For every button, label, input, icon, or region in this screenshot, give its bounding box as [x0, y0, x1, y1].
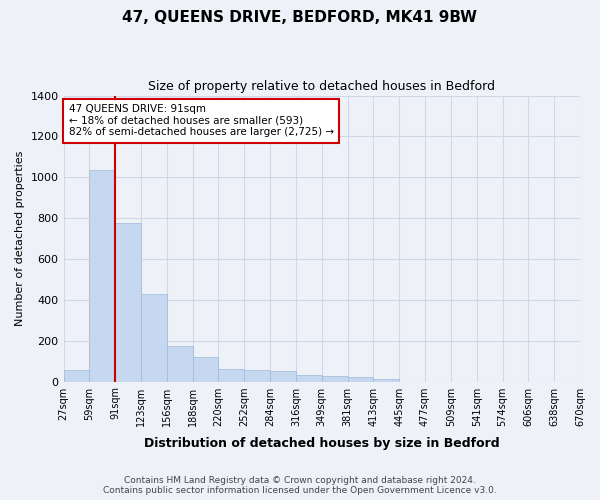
Bar: [141, 294, 167, 382]
Bar: [373, 380, 399, 382]
Bar: [270, 372, 296, 382]
Bar: [193, 357, 218, 382]
Bar: [115, 223, 141, 382]
Bar: [167, 346, 193, 382]
Bar: [64, 370, 89, 382]
Bar: [322, 376, 347, 382]
Bar: [218, 370, 244, 382]
Text: 47, QUEENS DRIVE, BEDFORD, MK41 9BW: 47, QUEENS DRIVE, BEDFORD, MK41 9BW: [122, 10, 478, 25]
Bar: [244, 370, 270, 382]
Title: Size of property relative to detached houses in Bedford: Size of property relative to detached ho…: [148, 80, 495, 93]
X-axis label: Distribution of detached houses by size in Bedford: Distribution of detached houses by size …: [144, 437, 500, 450]
Bar: [296, 376, 322, 382]
Text: 47 QUEENS DRIVE: 91sqm
← 18% of detached houses are smaller (593)
82% of semi-de: 47 QUEENS DRIVE: 91sqm ← 18% of detached…: [69, 104, 334, 138]
Text: Contains HM Land Registry data © Crown copyright and database right 2024.
Contai: Contains HM Land Registry data © Crown c…: [103, 476, 497, 495]
Y-axis label: Number of detached properties: Number of detached properties: [15, 151, 25, 326]
Bar: [89, 170, 115, 382]
Bar: [347, 378, 373, 382]
